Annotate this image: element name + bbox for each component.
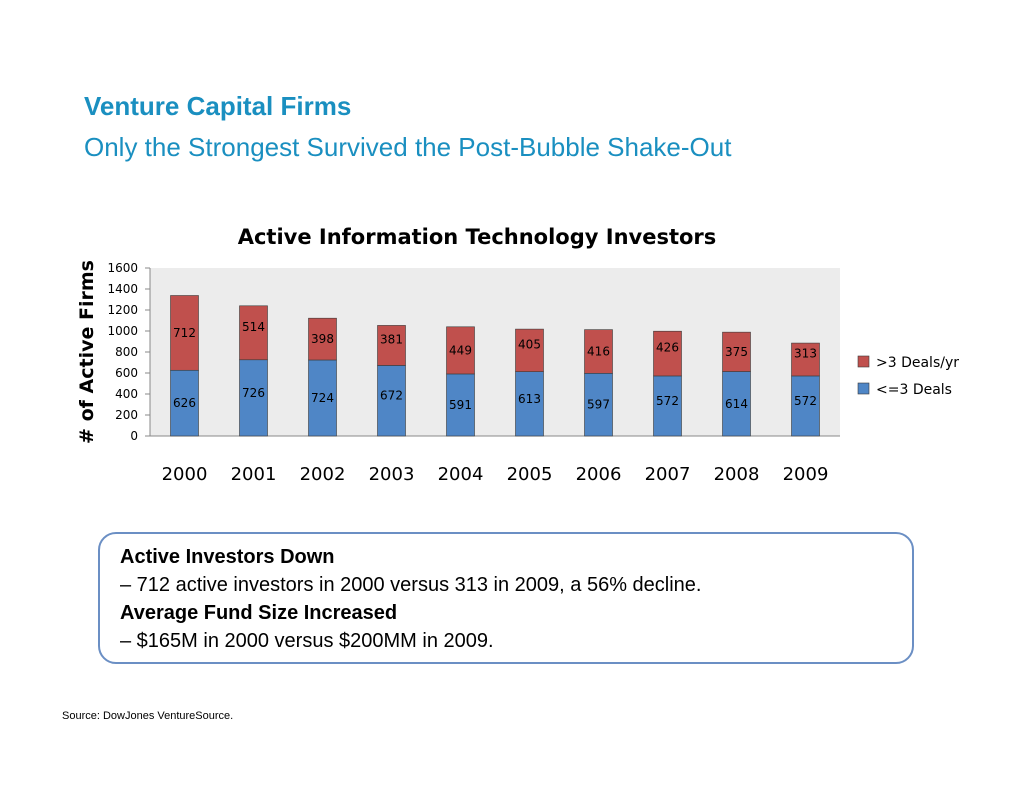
data-label-upper: 416 — [587, 344, 610, 358]
bar-upper-2008 — [722, 331, 751, 372]
data-label-upper: 426 — [656, 341, 679, 355]
data-label-lower: 613 — [518, 392, 541, 406]
y-tick-label: 1400 — [107, 282, 138, 296]
data-label-lower: 672 — [380, 389, 403, 403]
slide-subtitle: Only the Strongest Survived the Post-Bub… — [84, 132, 732, 162]
data-label-lower: 591 — [449, 398, 472, 412]
bar-upper-2001 — [239, 305, 268, 361]
y-tick-label: 1200 — [107, 303, 138, 317]
data-label-upper: 712 — [173, 326, 196, 340]
bar-upper-2002 — [308, 317, 337, 361]
chart-title: Active Information Technology Investors — [238, 225, 717, 249]
data-label-upper: 375 — [725, 345, 748, 359]
data-label-upper: 405 — [518, 337, 541, 351]
legend-swatch — [857, 382, 870, 395]
data-label-lower: 572 — [656, 394, 679, 408]
callout-text-investors: – 712 active investors in 2000 versus 31… — [120, 574, 702, 596]
data-label-upper: 514 — [242, 320, 265, 334]
data-label-lower: 572 — [794, 394, 817, 408]
data-label-lower: 724 — [311, 391, 334, 405]
bar-upper-2009 — [791, 342, 820, 377]
bar-lower-2004 — [446, 373, 475, 437]
legend-label: >3 Deals/yr — [876, 355, 959, 371]
data-label-upper: 449 — [449, 343, 472, 357]
x-tick-label: 2006 — [576, 464, 622, 485]
y-tick-label: 400 — [115, 387, 138, 401]
x-tick-label: 2007 — [645, 464, 691, 485]
bar-lower-2006 — [584, 373, 613, 437]
data-label-upper: 398 — [311, 332, 334, 346]
data-label-lower: 597 — [587, 398, 610, 412]
legend-swatch — [857, 355, 870, 368]
bar-upper-2004 — [446, 326, 475, 375]
bar-upper-2003 — [377, 325, 406, 366]
bar-upper-2005 — [515, 328, 544, 372]
bar-lower-2001 — [239, 359, 268, 437]
data-label-upper: 381 — [380, 332, 403, 346]
x-tick-label: 2008 — [714, 464, 760, 485]
bar-lower-2009 — [791, 375, 820, 437]
bar-lower-2002 — [308, 359, 337, 437]
source-note: Source: DowJones VentureSource. — [62, 710, 234, 722]
data-label-lower: 626 — [173, 396, 196, 410]
y-tick-label: 600 — [115, 366, 138, 380]
data-label-lower: 726 — [242, 386, 265, 400]
bar-upper-2007 — [653, 330, 682, 377]
y-tick-label: 1000 — [107, 324, 138, 338]
summary-callout: Active Investors Down – 712 active inves… — [98, 532, 914, 664]
legend-label: <=3 Deals — [876, 382, 952, 398]
callout-text-fund-size: – $165M in 2000 versus $200MM in 2009. — [120, 630, 494, 652]
bar-lower-2003 — [377, 365, 406, 437]
callout-heading-fund-size: Average Fund Size Increased — [120, 602, 398, 624]
y-tick-label: 0 — [130, 429, 138, 443]
x-tick-label: 2001 — [231, 464, 277, 485]
x-tick-label: 2003 — [369, 464, 415, 485]
callout-heading-investors: Active Investors Down — [120, 546, 335, 568]
slide-title: Venture Capital Firms — [84, 91, 352, 121]
y-tick-label: 800 — [115, 345, 138, 359]
x-tick-label: 2002 — [300, 464, 346, 485]
x-tick-label: 2009 — [783, 464, 829, 485]
bar-lower-2008 — [722, 371, 751, 437]
y-tick-label: 200 — [115, 408, 138, 422]
x-tick-label: 2000 — [162, 464, 208, 485]
bar-upper-2000 — [170, 295, 199, 371]
bar-upper-2006 — [584, 329, 613, 374]
bar-lower-2000 — [170, 369, 199, 437]
bar-chart: Active Information Technology Investors 0… — [76, 225, 959, 485]
data-label-lower: 614 — [725, 397, 748, 411]
data-label-upper: 313 — [794, 347, 817, 361]
bar-lower-2005 — [515, 371, 544, 437]
x-tick-label: 2005 — [507, 464, 553, 485]
y-axis-label: # of Active Firms — [76, 260, 98, 444]
bar-lower-2007 — [653, 375, 682, 437]
y-tick-label: 1600 — [107, 261, 138, 275]
x-tick-label: 2004 — [438, 464, 484, 485]
